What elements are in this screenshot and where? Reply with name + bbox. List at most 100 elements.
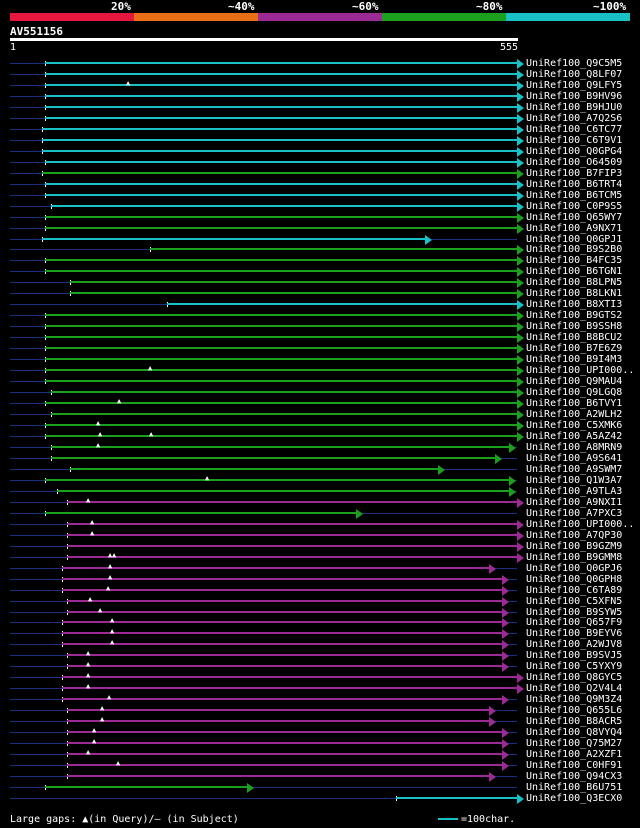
hit-bar[interactable] (45, 105, 517, 108)
hit-bar[interactable] (45, 72, 517, 75)
hit-bar[interactable] (51, 456, 495, 459)
hit-label[interactable]: UniRef100_C5XMK6 (526, 420, 623, 431)
hit-bar[interactable] (45, 786, 247, 789)
hit-label[interactable]: UniRef100_B6TCM5 (526, 189, 623, 201)
hit-bar[interactable] (51, 204, 517, 207)
hit-bar[interactable] (45, 347, 517, 350)
hit-bar[interactable] (70, 467, 438, 470)
hit-bar[interactable] (45, 402, 517, 405)
hit-label[interactable]: UniRef100_Q75M27 (526, 738, 623, 750)
hit-bar[interactable] (62, 566, 489, 569)
hit-bar[interactable] (45, 511, 356, 514)
hit-bar[interactable] (62, 632, 502, 635)
hit-label[interactable]: UniRef100_C6T9V1 (526, 134, 623, 146)
hit-bar[interactable] (70, 281, 517, 284)
hit-bar[interactable] (45, 160, 517, 163)
hit-bar[interactable] (67, 775, 489, 778)
hit-bar[interactable] (67, 500, 517, 503)
hit-label[interactable]: UniRef100_UPI000.. (526, 365, 635, 377)
hit-label[interactable]: UniRef100_B7E6Z9 (526, 343, 623, 355)
hit-label[interactable]: UniRef100_B9HV96 (526, 90, 623, 102)
hit-label[interactable]: UniRef100_B9EYV6 (526, 628, 623, 640)
hit-label[interactable]: UniRef100_B9I4M3 (526, 354, 623, 366)
hit-label[interactable]: UniRef100_C6TC77 (526, 123, 623, 135)
hit-bar[interactable] (57, 489, 509, 492)
hit-bar[interactable] (67, 753, 502, 756)
hit-bar[interactable] (67, 731, 502, 734)
hit-bar[interactable] (45, 193, 517, 196)
hit-label[interactable]: UniRef100_A9TLA3 (526, 485, 623, 497)
hit-bar[interactable] (67, 654, 502, 657)
hit-bar[interactable] (45, 182, 517, 185)
hit-bar[interactable] (51, 445, 509, 448)
hit-label[interactable]: UniRef100_Q8GYC5 (526, 672, 623, 684)
hit-label[interactable]: UniRef100_B9GTS2 (526, 310, 623, 322)
hit-bar[interactable] (67, 720, 489, 723)
hit-label[interactable]: UniRef100_Q2V4L4 (526, 683, 623, 695)
hit-label[interactable]: UniRef100_UPI000.. (526, 518, 635, 530)
hit-label[interactable]: UniRef100_A9NX71 (526, 222, 623, 234)
hit-bar[interactable] (150, 248, 517, 251)
hit-label[interactable]: UniRef100_B9GZM9 (526, 540, 623, 552)
hit-label[interactable]: UniRef100_Q657F9 (526, 617, 623, 629)
hit-bar[interactable] (51, 413, 517, 416)
hit-bar[interactable] (45, 424, 517, 426)
hit-bar[interactable] (42, 127, 517, 130)
hit-bar[interactable] (67, 522, 517, 525)
hit-label[interactable]: UniRef100_Q9M3Z4 (526, 694, 623, 706)
hit-label[interactable]: UniRef100_B8LKN1 (526, 288, 623, 300)
hit-bar[interactable] (45, 478, 509, 481)
hit-label[interactable]: UniRef100_A5AZ42 (526, 430, 623, 442)
hit-label[interactable]: UniRef100_A7Q2S6 (526, 112, 623, 124)
hit-label[interactable]: UniRef100_Q8LF07 (526, 68, 623, 80)
hit-bar[interactable] (62, 577, 502, 580)
hit-label[interactable]: UniRef100_C5YXY9 (526, 661, 623, 673)
hit-bar[interactable] (62, 588, 502, 591)
hit-bar[interactable] (45, 116, 517, 119)
hit-label[interactable]: UniRef100_B8BCU2 (526, 332, 623, 344)
hit-label[interactable]: UniRef100_B9SYW5 (526, 606, 623, 618)
hit-bar[interactable] (67, 533, 517, 536)
hit-bar[interactable] (45, 94, 517, 97)
hit-label[interactable]: UniRef100_Q0GPJ1 (526, 233, 623, 245)
hit-bar[interactable] (45, 62, 517, 64)
hit-bar[interactable] (67, 709, 489, 712)
hit-bar[interactable] (45, 336, 517, 339)
hit-bar[interactable] (67, 665, 502, 668)
hit-bar[interactable] (42, 171, 517, 174)
hit-label[interactable]: UniRef100_A9S641 (526, 452, 623, 464)
hit-bar[interactable] (62, 687, 517, 690)
hit-bar[interactable] (45, 434, 517, 437)
hit-bar[interactable] (42, 138, 517, 141)
hit-label[interactable]: UniRef100_Q0GPJ6 (526, 562, 623, 574)
hit-label[interactable]: UniRef100_A7PXC3 (526, 507, 623, 519)
hit-label[interactable]: UniRef100_A2XZF1 (526, 749, 623, 761)
hit-label[interactable]: UniRef100_B9SSH8 (526, 321, 623, 333)
hit-label[interactable]: UniRef100_B6TRT4 (526, 178, 623, 190)
hit-label[interactable]: UniRef100_C0HF91 (526, 760, 623, 772)
hit-label[interactable]: UniRef100_B9GMM8 (526, 551, 623, 563)
hit-bar[interactable] (45, 325, 517, 328)
hit-bar[interactable] (62, 698, 502, 701)
hit-label[interactable]: UniRef100_Q1W3A7 (526, 474, 623, 486)
hit-label[interactable]: UniRef100_Q655L6 (526, 705, 623, 717)
hit-label[interactable]: UniRef100_Q65WY7 (526, 211, 623, 223)
hit-label[interactable]: UniRef100_O64509 (526, 156, 623, 168)
hit-label[interactable]: UniRef100_C5XFN5 (526, 595, 623, 607)
hit-bar[interactable] (62, 621, 502, 624)
hit-label[interactable]: UniRef100_Q0GPH8 (526, 573, 623, 585)
hit-label[interactable]: UniRef100_A2WJV8 (526, 639, 623, 651)
hit-label[interactable]: UniRef100_B8XTI3 (526, 299, 623, 311)
hit-bar[interactable] (67, 742, 502, 745)
hit-label[interactable]: UniRef100_B9HJU0 (526, 101, 623, 113)
hit-label[interactable]: UniRef100_B8ACR5 (526, 716, 623, 728)
hit-bar[interactable] (45, 83, 517, 86)
hit-label[interactable]: UniRef100_A7QP30 (526, 529, 623, 541)
hit-label[interactable]: UniRef100_Q9MAU4 (526, 376, 623, 388)
hit-label[interactable]: UniRef100_B4FC35 (526, 255, 623, 267)
hit-bar[interactable] (45, 369, 517, 372)
hit-label[interactable]: UniRef100_Q0GPG4 (526, 145, 623, 157)
hit-bar[interactable] (45, 226, 517, 229)
hit-bar[interactable] (67, 555, 517, 558)
hit-label[interactable]: UniRef100_B7FIP3 (526, 167, 623, 179)
